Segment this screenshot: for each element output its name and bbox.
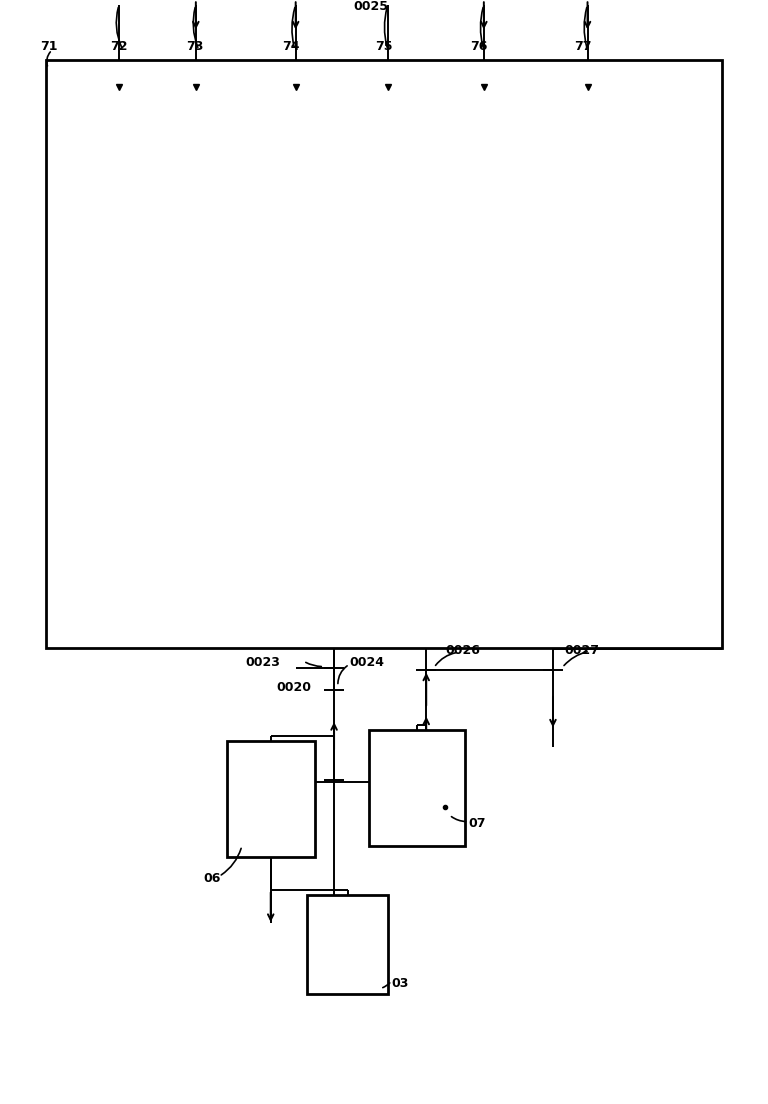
Bar: [369, 730, 465, 846]
Text: 0020: 0020: [276, 681, 312, 694]
Text: 72: 72: [110, 40, 127, 53]
Bar: [46, 60, 722, 648]
Bar: [227, 741, 315, 857]
Text: 75: 75: [375, 40, 392, 53]
Bar: [307, 895, 388, 994]
Text: 74: 74: [283, 40, 300, 53]
Text: 0024: 0024: [349, 656, 385, 669]
Text: 03: 03: [392, 977, 409, 989]
Text: 07: 07: [468, 817, 486, 830]
Text: 77: 77: [574, 40, 592, 53]
Text: 0025: 0025: [353, 0, 389, 13]
Text: 73: 73: [186, 40, 204, 53]
Text: 0027: 0027: [564, 644, 600, 657]
Text: 0026: 0026: [445, 644, 480, 657]
Text: 06: 06: [204, 872, 221, 885]
Text: 76: 76: [470, 40, 488, 53]
Text: 0023: 0023: [246, 656, 280, 669]
Text: 71: 71: [40, 40, 58, 53]
